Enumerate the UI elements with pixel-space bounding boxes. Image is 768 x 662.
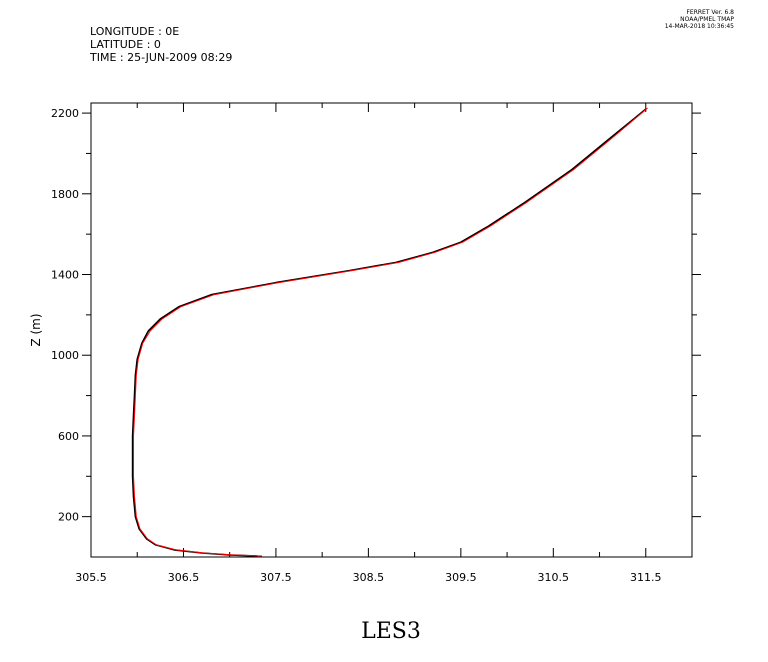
axis-tick-labels: 305.5 306.5 307.5 308.5 309.5 310.5 311.5 200 60… — [51, 107, 662, 584]
y-tick-label: 600 — [58, 430, 79, 443]
version-line-3: 14-MAR-2018 10:36:45 — [665, 23, 734, 30]
x-tick-label: 310.5 — [538, 571, 570, 584]
x-tick-label: 306.5 — [168, 571, 200, 584]
x-axis-label: LES3 — [361, 619, 421, 644]
series-line-2 — [133, 107, 648, 557]
data-lines — [131, 107, 648, 557]
series-line-1 — [131, 108, 647, 557]
x-tick-label: 305.5 — [75, 571, 107, 584]
x-tick-label: 311.5 — [630, 571, 662, 584]
x-tick-label: 309.5 — [445, 571, 477, 584]
version-line-2: NOAA/PMEL TMAP — [680, 16, 734, 23]
y-axis-label: Z (m) — [29, 313, 43, 346]
version-line-1: FERRET Ver. 6.8 — [686, 9, 734, 16]
y-tick-label: 200 — [58, 511, 79, 524]
header-longitude: LONGITUDE : 0E — [90, 25, 179, 38]
axis-ticks — [82, 103, 701, 557]
y-tick-label: 1800 — [51, 188, 79, 201]
y-tick-label: 2200 — [51, 107, 79, 120]
y-tick-label: 1400 — [51, 269, 79, 282]
x-tick-label: 308.5 — [353, 571, 385, 584]
header-latitude: LATITUDE : 0 — [90, 38, 161, 51]
plot-frame — [90, 102, 693, 558]
header-time: TIME : 25-JUN-2009 08:29 — [89, 51, 232, 64]
y-tick-label: 1000 — [51, 349, 79, 362]
x-tick-label: 307.5 — [260, 571, 292, 584]
